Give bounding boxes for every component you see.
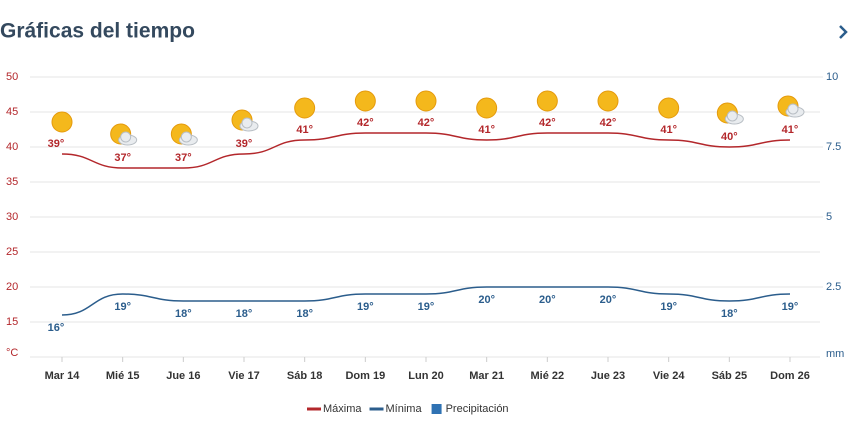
data-label: 18° xyxy=(175,308,192,320)
data-label: 39° xyxy=(48,138,65,150)
weather-icon xyxy=(415,90,437,112)
sun xyxy=(658,97,680,119)
y-tick-label: 50 xyxy=(6,71,18,83)
data-label: 20° xyxy=(478,294,495,306)
y-tick-label: 40 xyxy=(6,141,18,153)
y-unit: °C xyxy=(6,347,18,359)
x-tick-label: Sáb 25 xyxy=(712,370,747,382)
y2-tick-label: 2.5 xyxy=(826,281,841,293)
x-tick-label: Vie 24 xyxy=(653,370,685,382)
data-label: 18° xyxy=(721,308,738,320)
weather-icon xyxy=(354,90,376,112)
y-tick-label: 15 xyxy=(6,316,18,328)
weather-icon xyxy=(294,97,316,119)
weather-icon xyxy=(716,102,744,125)
x-tick-label: Dom 19 xyxy=(345,370,385,382)
weather-icon xyxy=(476,97,498,119)
y-tick-label: 20 xyxy=(6,281,18,293)
data-label: 16° xyxy=(48,322,65,334)
x-tick-label: Mar 14 xyxy=(45,370,81,382)
x-tick-label: Jue 23 xyxy=(591,370,625,382)
legend-label: Precipitación xyxy=(446,403,509,415)
sun xyxy=(354,90,376,112)
legend-label: Máxima xyxy=(323,403,362,415)
chart-title: Gráficas del tiempo xyxy=(0,20,195,43)
legend-swatch xyxy=(431,404,442,414)
data-label: 42° xyxy=(600,117,617,129)
x-tick-label: Mié 22 xyxy=(531,370,565,382)
data-label: 20° xyxy=(539,294,556,306)
x-tick-label: Lun 20 xyxy=(408,370,443,382)
sun xyxy=(476,97,498,119)
y-tick-label: 45 xyxy=(6,106,18,118)
cloud xyxy=(726,110,738,122)
sun xyxy=(415,90,437,112)
data-label: 19° xyxy=(114,301,131,313)
data-label: 41° xyxy=(782,124,799,136)
weather-icon xyxy=(231,109,259,132)
data-label: 39° xyxy=(236,138,253,150)
x-tick-label: Sáb 18 xyxy=(287,370,322,382)
next-arrow[interactable] xyxy=(839,25,848,39)
x-tick-label: Dom 26 xyxy=(770,370,810,382)
data-label: 40° xyxy=(721,131,738,143)
y2-unit: mm xyxy=(826,348,844,360)
data-label: 42° xyxy=(418,117,435,129)
weather-icon xyxy=(110,123,138,146)
data-label: 18° xyxy=(236,308,253,320)
y-tick-label: 35 xyxy=(6,176,18,188)
y2-tick-label: 7.5 xyxy=(826,141,841,153)
weather-icon xyxy=(51,111,73,133)
weather-icon xyxy=(170,123,198,146)
y-tick-label: 25 xyxy=(6,246,18,258)
weather-icon xyxy=(536,90,558,112)
data-label: 42° xyxy=(357,117,374,129)
sun xyxy=(597,90,619,112)
x-tick-label: Mar 21 xyxy=(469,370,504,382)
x-tick-label: Vie 17 xyxy=(228,370,260,382)
legend-label: Mínima xyxy=(386,403,423,415)
sun xyxy=(51,111,73,133)
data-label: 20° xyxy=(600,294,617,306)
data-label: 19° xyxy=(660,301,677,313)
cloud xyxy=(241,117,253,129)
data-label: 19° xyxy=(782,301,799,313)
data-label: 19° xyxy=(357,301,374,313)
data-label: 42° xyxy=(539,117,556,129)
series-line xyxy=(61,132,791,169)
y2-tick-label: 5 xyxy=(826,211,832,223)
data-label: 37° xyxy=(114,152,131,164)
y-tick-label: 30 xyxy=(6,211,18,223)
x-tick-label: Mié 15 xyxy=(106,370,140,382)
y2-tick-label: 10 xyxy=(826,71,838,83)
data-label: 41° xyxy=(478,124,495,136)
legend-swatch xyxy=(307,407,321,411)
cloud xyxy=(120,131,132,143)
sun xyxy=(536,90,558,112)
weather-icon xyxy=(777,95,805,118)
weather-icon xyxy=(597,90,619,112)
weather-icon xyxy=(658,97,680,119)
cloud xyxy=(787,103,799,115)
data-label: 37° xyxy=(175,152,192,164)
series-line xyxy=(61,286,791,316)
data-label: 41° xyxy=(296,124,313,136)
legend-swatch xyxy=(369,407,384,411)
x-tick-label: Jue 16 xyxy=(166,370,200,382)
cloud xyxy=(180,131,192,143)
data-label: 19° xyxy=(418,301,435,313)
data-label: 18° xyxy=(296,308,313,320)
sun xyxy=(294,97,316,119)
data-label: 41° xyxy=(660,124,677,136)
